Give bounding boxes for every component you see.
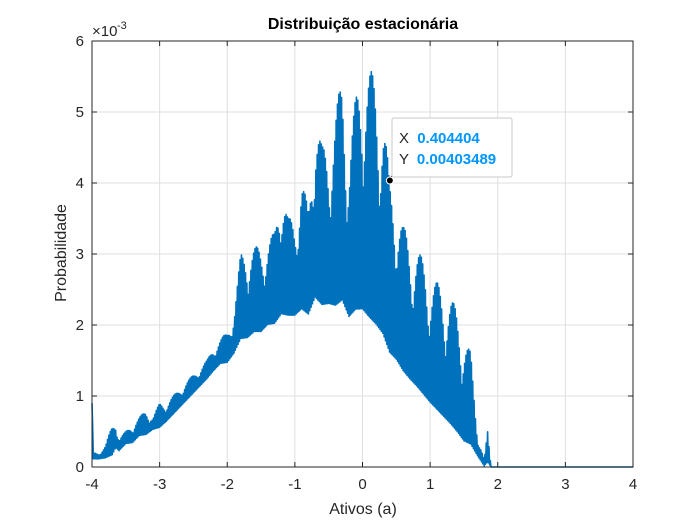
- y-tick-label: 2: [76, 317, 84, 334]
- axis-ticks: -4 -3 -2 -1 0 1 2 3 4 0 1 2 3 4 5 6: [76, 33, 638, 493]
- y-exponent-power: -3: [117, 20, 127, 32]
- y-tick-label: 0: [76, 459, 84, 476]
- y-tick-label: 6: [76, 33, 84, 50]
- x-tick-label: 3: [561, 476, 569, 493]
- data-tip-y-label: Y: [399, 151, 409, 168]
- x-tick-label: 1: [426, 476, 434, 493]
- x-tick-label: 4: [629, 476, 637, 493]
- y-tick-label: 3: [76, 246, 84, 263]
- y-tick-label: 1: [76, 388, 84, 405]
- x-tick-label: -2: [221, 476, 234, 493]
- data-tip-x-value: 0.404404: [417, 130, 480, 147]
- x-tick-label: -1: [288, 476, 301, 493]
- data-tip[interactable]: X 0.404404 Y 0.00403489: [385, 117, 513, 185]
- x-tick-label: 2: [494, 476, 502, 493]
- data-tip-x-row: X 0.404404: [399, 130, 480, 147]
- data-tip-x-label: X: [399, 130, 409, 147]
- x-tick-label: -3: [153, 476, 166, 493]
- y-tick-label: 5: [76, 104, 84, 121]
- x-tick-label: 0: [358, 476, 366, 493]
- y-tick-label: 4: [76, 175, 84, 192]
- y-axis-label: Probabilidade: [53, 204, 70, 302]
- x-tick-label: -4: [85, 476, 98, 493]
- x-axis-label: Ativos (a): [329, 501, 397, 518]
- chart-title: Distribuição estacionária: [268, 16, 458, 33]
- data-tip-box: [391, 117, 513, 178]
- y-exponent-base: ×10: [92, 23, 117, 40]
- data-tip-marker[interactable]: [385, 176, 394, 185]
- y-exponent-label: ×10 -3: [92, 20, 127, 40]
- data-tip-y-row: Y 0.00403489: [399, 151, 496, 168]
- data-tip-y-value: 0.00403489: [417, 151, 496, 168]
